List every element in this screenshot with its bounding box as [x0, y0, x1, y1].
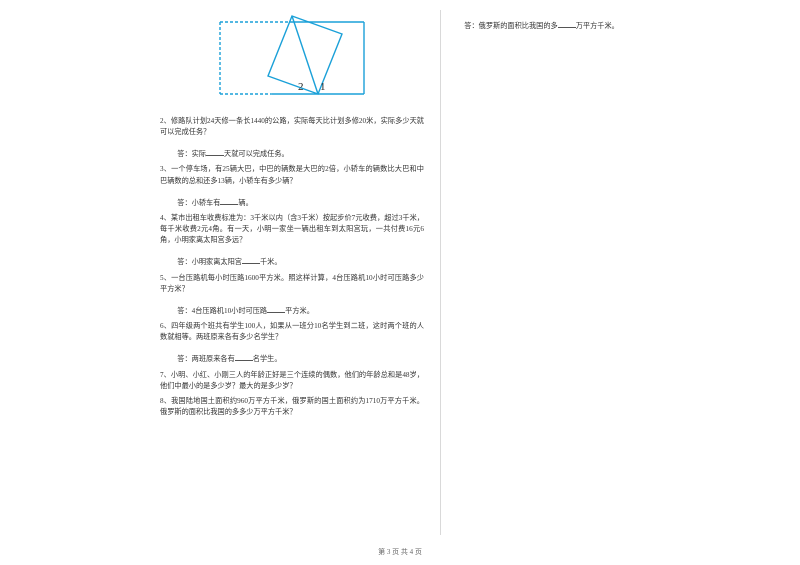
left-content: 2、修路队计划24天修一条长1440的公路，实际每天比计划多修20米，实际多少天…	[160, 116, 424, 418]
question-text: 8、我国陆地国土面积约960万平方千米，俄罗斯的国土面积约为1710万平方千米。…	[160, 396, 424, 418]
fill-blank	[558, 20, 576, 28]
page: 21 2、修路队计划24天修一条长1440的公路，实际每天比计划多修20米，实际…	[0, 0, 800, 565]
right-column: 答：俄罗斯的面积比我国的多万平方千米。	[440, 10, 650, 535]
fill-blank	[235, 353, 253, 361]
question-text: 2、修路队计划24天修一条长1440的公路，实际每天比计划多修20米，实际多少天…	[160, 116, 424, 138]
right-content: 答：俄罗斯的面积比我国的多万平方千米。	[447, 20, 650, 32]
fill-blank	[242, 256, 260, 264]
question-text: 3、一个停车场，有25辆大巴，中巴的辆数是大巴的2倍，小轿车的辆数比大巴和中巴辆…	[160, 164, 424, 186]
question-text: 6、四年级两个班共有学生100人，如果从一班分10名学生到二班，这时两个班的人数…	[160, 321, 424, 343]
answer-line: 答：两班原来各有名学生。	[160, 353, 424, 365]
fill-blank	[267, 305, 285, 313]
answer-line: 答：实际天就可以完成任务。	[160, 148, 424, 160]
answer-line: 答：小轿车有辆。	[160, 197, 424, 209]
fill-blank	[206, 148, 224, 156]
answer-line: 答：俄罗斯的面积比我国的多万平方千米。	[447, 20, 650, 32]
page-footer: 第 3 页 共 4 页	[0, 547, 800, 557]
svg-text:1: 1	[320, 81, 326, 93]
question-text: 5、一台压路机每小时压路1600平方米。照这样计算，4台压路机10小时可压路多少…	[160, 273, 424, 295]
left-column: 21 2、修路队计划24天修一条长1440的公路，实际每天比计划多修20米，实际…	[160, 10, 430, 535]
svg-text:2: 2	[298, 81, 304, 93]
question-text: 7、小明、小红、小刚三人的年龄正好是三个连续的偶数，他们的年龄总和是48岁，他们…	[160, 370, 424, 392]
fill-blank	[220, 197, 238, 205]
answer-line: 答：4台压路机10小时可压路平方米。	[160, 305, 424, 317]
answer-line: 答：小明家离太阳宫千米。	[160, 256, 424, 268]
question-text: 4、某市出租车收费标准为：3千米以内（含3千米）按起步价7元收费，超过3千米，每…	[160, 213, 424, 246]
figure-svg: 21	[212, 10, 372, 110]
geometry-figure: 21	[212, 10, 372, 110]
